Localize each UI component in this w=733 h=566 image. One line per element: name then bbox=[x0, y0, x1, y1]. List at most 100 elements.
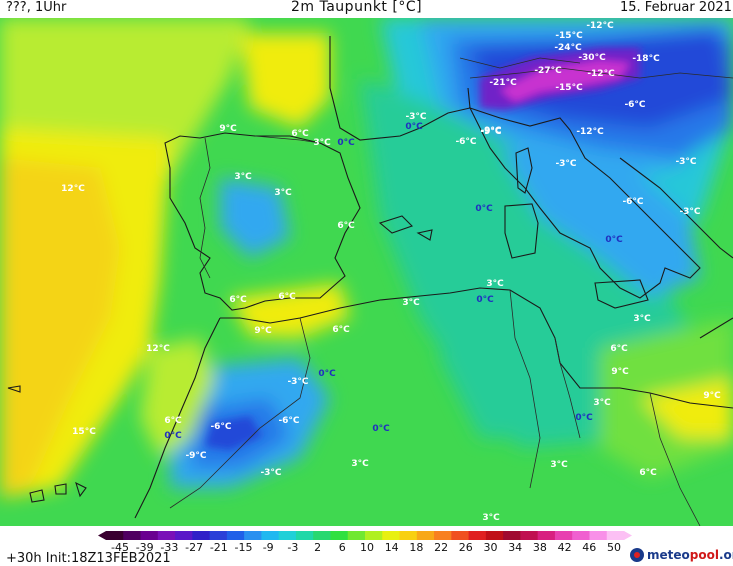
temperature-label: -30°C bbox=[578, 53, 606, 63]
run-info: +30h Init:18Z13FEB2021 bbox=[6, 551, 171, 566]
temperature-label: 15°C bbox=[72, 427, 96, 437]
colorbar-swatch bbox=[261, 531, 280, 540]
colorbar-swatch bbox=[537, 531, 556, 540]
temperature-label: 3°C bbox=[633, 314, 651, 324]
temperature-label: 9°C bbox=[254, 326, 272, 336]
logo-text: meteopool.org bbox=[647, 548, 733, 562]
temperature-label: 9°C bbox=[219, 124, 237, 134]
temperature-label: 0°C bbox=[575, 413, 593, 423]
colorbar-tick-label: 2 bbox=[314, 541, 322, 554]
colorbar-tick-label: 18 bbox=[409, 541, 424, 554]
field-lime-morocco-coast bbox=[140, 338, 215, 458]
logo-icon bbox=[630, 548, 644, 562]
coast-iberia bbox=[164, 132, 361, 311]
colorbar-swatch bbox=[399, 531, 418, 540]
field-yellow-egypt bbox=[640, 378, 733, 438]
colorbar-tick-label: -33 bbox=[160, 541, 179, 554]
colorbar-swatch bbox=[313, 531, 331, 540]
temperature-label: 3°C bbox=[550, 460, 568, 470]
colorbar-arrow-low bbox=[98, 531, 106, 540]
temperature-label: 0°C bbox=[318, 369, 336, 379]
border-alps bbox=[469, 67, 733, 79]
temperature-label: 3°C bbox=[486, 279, 504, 289]
temperature-label: 12°C bbox=[61, 184, 85, 194]
temperature-label: -3°C bbox=[260, 468, 281, 478]
colorbar-tick-label: -15 bbox=[234, 541, 253, 554]
colorbar-tick-label: -39 bbox=[135, 541, 154, 554]
coast-balearics bbox=[378, 215, 433, 241]
temperature-label: 3°C bbox=[234, 172, 252, 182]
temperature-label: -9°C bbox=[480, 127, 501, 137]
coast-italy bbox=[468, 107, 701, 299]
coast-croatia bbox=[619, 157, 733, 259]
coast-corsica bbox=[515, 147, 533, 194]
colorbar-swatch bbox=[434, 531, 452, 540]
temperature-label: -12°C bbox=[587, 69, 615, 79]
colorbar-swatch bbox=[554, 531, 573, 540]
temperature-label: -12°C bbox=[586, 21, 614, 31]
temperature-label: 9°C bbox=[611, 367, 629, 377]
field-sky-spain bbox=[220, 178, 290, 258]
field-alboran-yellow bbox=[230, 283, 350, 338]
coast-morocco-atlantic bbox=[134, 317, 221, 519]
border-algeria-tunisia bbox=[509, 289, 541, 489]
temperature-label: -15°C bbox=[555, 83, 583, 93]
coast-canaries bbox=[29, 481, 87, 503]
temperature-label: 0°C bbox=[405, 122, 423, 132]
colorbar-tick-label: -21 bbox=[209, 541, 228, 554]
temperature-label: 12°C bbox=[146, 344, 170, 354]
colorbar-tick-label: 50 bbox=[607, 541, 621, 554]
border-libya-egypt bbox=[649, 392, 701, 526]
temperature-label: 0°C bbox=[372, 424, 390, 434]
temperature-label: 0°C bbox=[476, 295, 494, 305]
temperature-label: -3°C bbox=[405, 112, 426, 122]
colorbar-tick-label: 38 bbox=[532, 541, 547, 554]
temperature-label: 0°C bbox=[475, 204, 493, 214]
border-swiss bbox=[459, 57, 581, 69]
temperature-label: 6°C bbox=[278, 292, 296, 302]
temperature-label: -6°C bbox=[210, 422, 231, 432]
temperature-label: -6°C bbox=[622, 197, 643, 207]
colorbar-tick-label: -45 bbox=[111, 541, 129, 554]
temperature-label: 6°C bbox=[164, 416, 182, 426]
colorbar-tick-label: 30 bbox=[483, 541, 498, 554]
temperature-label: 0°C bbox=[605, 235, 623, 245]
coast-north-africa bbox=[220, 287, 733, 409]
temperature-label: -3°C bbox=[679, 207, 700, 217]
temperature-label: -18°C bbox=[632, 54, 660, 64]
border-spain-portugal bbox=[199, 137, 211, 279]
temperature-label: 6°C bbox=[291, 129, 309, 139]
colorbar-swatch bbox=[606, 531, 625, 540]
temperature-label: -21°C bbox=[489, 78, 517, 88]
field-sky-italy bbox=[500, 148, 700, 298]
meteopool-logo[interactable]: meteopool.org bbox=[630, 547, 733, 563]
colorbar-swatch bbox=[192, 531, 211, 540]
colorbar-swatch bbox=[503, 531, 521, 540]
coast-france bbox=[329, 36, 471, 141]
temperature-label: -6°C bbox=[624, 100, 645, 110]
temperature-labels: 9°C 6°C3°C 0°C-3°C0°C-6°C-9°C-21°C-15°C-24… bbox=[61, 21, 721, 523]
coast-madeira bbox=[7, 385, 21, 393]
temperature-label: -3°C bbox=[675, 157, 696, 167]
colorbar-tick-label: 22 bbox=[434, 541, 449, 554]
temperature-label: 0°C bbox=[337, 138, 355, 148]
field-atlantic-warm bbox=[0, 158, 120, 498]
colorbar-swatch bbox=[572, 531, 590, 540]
field-magenta-alps bbox=[500, 60, 630, 102]
temperature-label: -24°C bbox=[554, 43, 582, 53]
border-spain-france bbox=[254, 135, 321, 144]
temperature-label: 6°C bbox=[337, 221, 355, 231]
coast-sardinia bbox=[504, 203, 539, 259]
colorbar-swatch bbox=[382, 531, 401, 540]
temperature-label: 3°C bbox=[313, 138, 331, 148]
date-label: 15. Februar 2021 bbox=[620, 0, 732, 15]
temperature-label: 6°C bbox=[610, 344, 628, 354]
border-tunisia-libya bbox=[554, 337, 581, 439]
temperature-label: -15°C bbox=[555, 31, 583, 41]
colorbar-swatch bbox=[520, 531, 539, 540]
temperature-label: 3°C bbox=[593, 398, 611, 408]
temperature-label: 0°C bbox=[164, 431, 182, 441]
coast-greece bbox=[699, 317, 733, 339]
colorbar-tick-label: 34 bbox=[508, 541, 523, 554]
colorbar-tick-label: -9 bbox=[262, 541, 274, 554]
